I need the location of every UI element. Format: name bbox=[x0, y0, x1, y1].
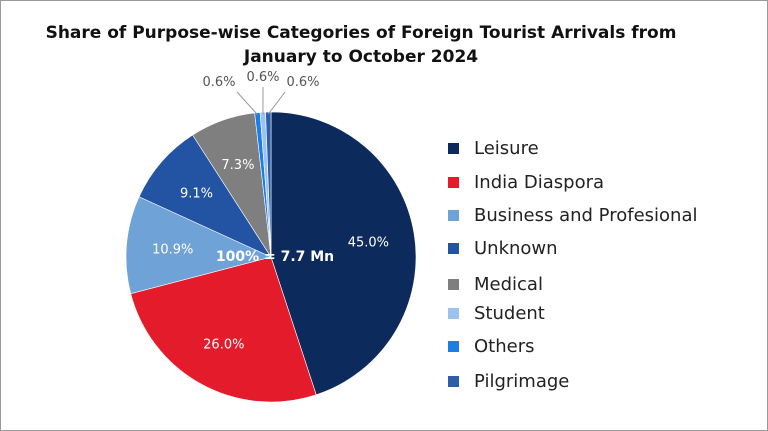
legend-swatch bbox=[448, 375, 459, 387]
slice-data-label: 10.9% bbox=[152, 243, 193, 258]
legend-swatch bbox=[448, 278, 459, 290]
legend-label: Unknown bbox=[474, 237, 558, 259]
legend-label: Leisure bbox=[474, 137, 539, 159]
chart-title: Share of Purpose-wise Categories of Fore… bbox=[1, 21, 721, 69]
legend-label: India Diaspora bbox=[474, 171, 605, 193]
pie-slice-india-diaspora bbox=[130, 256, 317, 403]
legend-item: Business and Profesional bbox=[448, 203, 697, 227]
legend-swatch bbox=[448, 142, 459, 154]
legend-swatch bbox=[448, 340, 459, 352]
legend-label: Student bbox=[474, 302, 545, 324]
leader-line bbox=[267, 91, 286, 115]
pie-slice-pilgrimage bbox=[265, 111, 272, 258]
slice-data-label: 0.6% bbox=[202, 75, 235, 90]
legend-item: Medical bbox=[448, 272, 543, 296]
legend-swatch bbox=[448, 307, 459, 319]
pie-slice-leisure bbox=[270, 111, 417, 396]
slice-data-label: 45.0% bbox=[348, 235, 389, 250]
legend-label: Others bbox=[474, 335, 535, 357]
legend-label: Medical bbox=[474, 273, 543, 295]
leader-line bbox=[236, 91, 258, 115]
slice-data-label: 7.3% bbox=[221, 158, 254, 173]
pie-slice-business-and-profesional bbox=[125, 196, 272, 295]
legend-item: India Diaspora bbox=[448, 170, 604, 194]
slice-data-label: 9.1% bbox=[180, 186, 213, 201]
legend-item: Pilgrimage bbox=[448, 369, 569, 393]
legend-item: Student bbox=[448, 301, 545, 325]
slice-data-label: 26.0% bbox=[203, 338, 244, 353]
title-line-1: Share of Purpose-wise Categories of Fore… bbox=[45, 23, 677, 43]
legend-item: Others bbox=[448, 334, 535, 358]
pie-slice-unknown bbox=[138, 134, 272, 258]
legend-swatch bbox=[448, 242, 459, 254]
legend-label: Pilgrimage bbox=[474, 370, 570, 392]
legend-item: Leisure bbox=[448, 136, 539, 160]
legend-item: Unknown bbox=[448, 236, 558, 260]
legend-swatch bbox=[448, 176, 459, 188]
title-line-2: January to October 2024 bbox=[243, 47, 479, 67]
slice-data-label: 0.6% bbox=[286, 75, 319, 90]
center-total-label: 100% = 7.7 Mn bbox=[216, 249, 334, 265]
legend-swatch bbox=[448, 209, 459, 221]
legend-label: Business and Profesional bbox=[474, 204, 698, 226]
slice-data-label: 0.6% bbox=[246, 70, 279, 85]
